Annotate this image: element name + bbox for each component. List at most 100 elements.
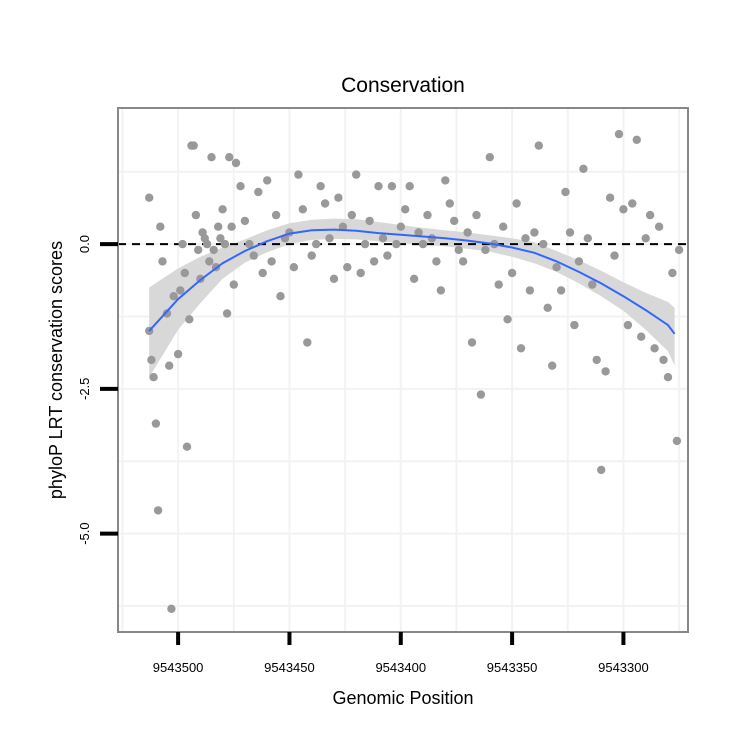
data-point: [436, 286, 446, 295]
data-point: [445, 199, 454, 208]
data-point: [303, 338, 312, 347]
data-point: [574, 257, 584, 266]
data-point: [334, 193, 343, 202]
data-point: [205, 257, 214, 266]
y-tick-label: 0.0: [77, 235, 92, 253]
data-point: [418, 239, 428, 249]
data-point: [231, 158, 241, 168]
data-point: [365, 216, 374, 226]
data-point: [227, 222, 236, 231]
data-point: [169, 292, 178, 301]
data-point: [189, 141, 198, 150]
data-point: [145, 193, 154, 202]
data-point: [298, 205, 307, 214]
data-point: [352, 170, 361, 179]
data-point: [325, 234, 334, 243]
data-point: [454, 245, 463, 255]
data-point: [343, 263, 352, 272]
data-point: [271, 210, 281, 220]
data-point: [650, 344, 659, 353]
data-point: [494, 280, 503, 289]
data-point: [245, 239, 254, 249]
data-point: [588, 280, 597, 289]
data-point: [668, 268, 677, 278]
data-point: [503, 315, 512, 324]
data-point: [672, 436, 682, 446]
data-point: [396, 222, 405, 231]
data-point: [294, 170, 303, 179]
data-point: [249, 251, 258, 260]
data-point: [610, 251, 619, 260]
data-point: [579, 164, 588, 173]
data-points: [145, 129, 684, 613]
data-point: [329, 274, 339, 283]
data-point: [441, 176, 450, 185]
data-point: [476, 390, 486, 399]
panel-border: [117, 107, 689, 633]
x-tick-label: 9543350: [487, 660, 538, 675]
data-point: [149, 373, 158, 382]
data-point: [360, 239, 370, 249]
grid-lines: [118, 108, 688, 632]
data-point: [516, 344, 526, 353]
data-point: [405, 182, 414, 191]
data-point: [218, 205, 227, 214]
x-tick-label: 9543400: [375, 660, 426, 675]
data-point: [178, 239, 187, 249]
data-point: [458, 257, 468, 266]
data-point: [548, 361, 557, 370]
data-point: [202, 239, 212, 249]
data-point: [229, 280, 238, 289]
data-point: [176, 286, 185, 295]
data-point: [316, 182, 325, 191]
data-point: [534, 141, 543, 150]
data-point: [185, 315, 194, 324]
data-point: [450, 216, 459, 226]
data-point: [173, 349, 183, 359]
data-point: [240, 216, 250, 226]
data-point: [432, 257, 441, 266]
y-tick-label: -5.0: [77, 522, 92, 544]
data-point: [485, 153, 494, 162]
data-point: [338, 222, 348, 231]
data-point: [267, 257, 276, 266]
data-point: [659, 355, 668, 365]
data-point: [162, 309, 172, 318]
data-point: [254, 187, 263, 197]
data-point: [637, 332, 646, 341]
data-point: [561, 187, 570, 197]
data-point: [556, 286, 566, 295]
data-point: [167, 604, 176, 613]
data-point: [220, 239, 230, 249]
data-point: [601, 367, 610, 376]
data-point: [654, 222, 664, 231]
smooth-curve: [148, 228, 676, 335]
data-point: [194, 245, 203, 255]
data-point: [525, 286, 535, 295]
data-point: [369, 257, 379, 266]
data-point: [565, 228, 575, 237]
data-point: [583, 234, 592, 243]
chart-title: Conservation: [341, 74, 465, 97]
data-point: [378, 234, 388, 243]
data-point: [214, 222, 223, 231]
data-point: [641, 234, 650, 243]
data-point: [570, 320, 579, 330]
data-point: [222, 309, 232, 318]
data-point: [507, 268, 517, 278]
data-point: [347, 210, 356, 220]
data-point: [539, 239, 548, 249]
data-point: [216, 234, 225, 243]
data-point: [423, 210, 432, 220]
x-axis: 9543500 9543450 9543400 9543350 9543300: [153, 632, 649, 675]
data-point: [151, 419, 161, 428]
data-point: [401, 205, 410, 214]
y-tick-label: -2.5: [77, 378, 92, 400]
x-tick-label: 9543500: [153, 660, 204, 675]
data-point: [414, 228, 423, 237]
data-point: [207, 153, 216, 162]
data-point: [225, 153, 234, 162]
data-point: [258, 268, 267, 278]
y-axis: 0.0 -2.5 -5.0: [77, 235, 118, 545]
